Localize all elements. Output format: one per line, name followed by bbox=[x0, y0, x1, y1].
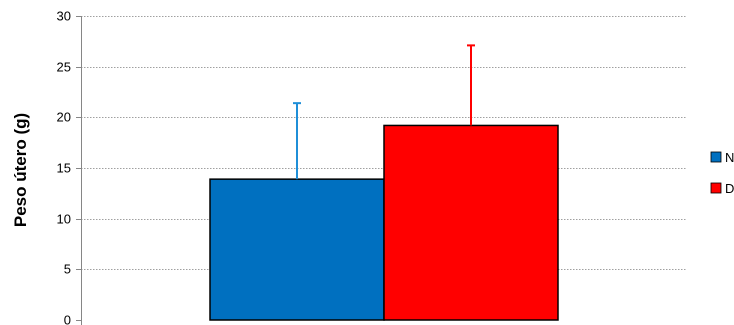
legend-swatch-N bbox=[710, 151, 722, 163]
legend-swatch-D bbox=[710, 182, 722, 194]
y-tick-labels: 0 5 10 15 20 25 30 bbox=[57, 9, 71, 325]
gridlines bbox=[81, 16, 686, 270]
legend-label-D: D bbox=[725, 181, 734, 196]
y-tick-label: 25 bbox=[57, 60, 71, 75]
bars bbox=[209, 124, 559, 321]
y-tick-label: 10 bbox=[57, 212, 71, 227]
bar-N bbox=[209, 178, 385, 321]
y-tick-label: 15 bbox=[57, 161, 71, 176]
y-tick-label: 5 bbox=[64, 262, 71, 277]
error-bars bbox=[293, 44, 475, 180]
y-tick-label: 0 bbox=[64, 313, 71, 325]
axes bbox=[76, 16, 82, 325]
legend: ND bbox=[710, 150, 734, 196]
y-tick-label: 30 bbox=[57, 9, 71, 24]
y-axis-label: Peso útero (g) bbox=[11, 113, 30, 227]
bar-D bbox=[383, 124, 559, 321]
y-tick-label: 20 bbox=[57, 110, 71, 125]
legend-label-N: N bbox=[725, 150, 734, 165]
